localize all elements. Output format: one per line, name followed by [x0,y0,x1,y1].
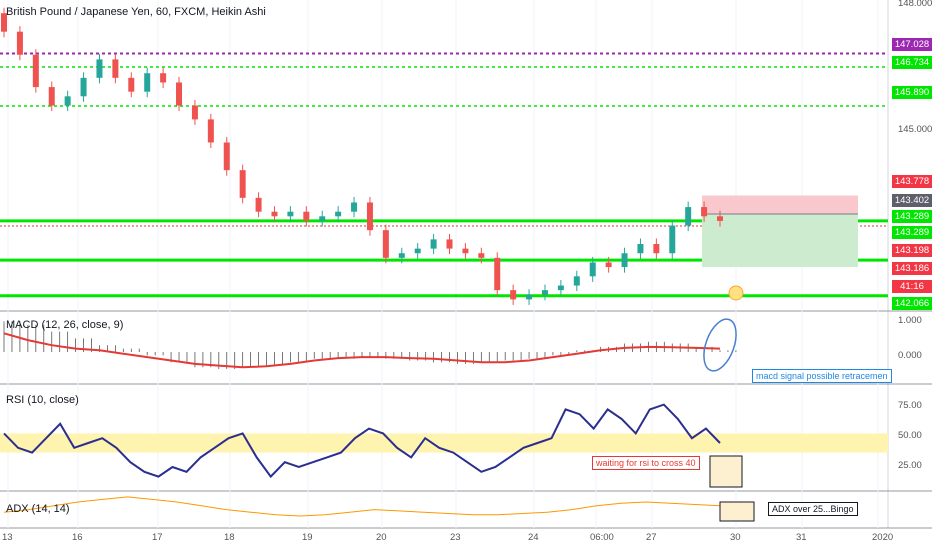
rsi-tick: 25.00 [898,460,922,471]
candle-body [446,239,453,249]
time-tick: 24 [528,532,539,543]
candle-body [176,82,183,106]
candle-body [685,207,692,226]
candle-body [335,211,342,217]
candle-body [382,230,389,258]
rsi-band [0,433,888,453]
time-tick: 16 [72,532,83,543]
candle-body [510,290,517,300]
adx-line [3,496,721,517]
candle-body [128,77,135,92]
price-label: 145.890 [892,86,932,99]
candle-body [366,202,373,231]
price-tick: 145.000 [898,124,932,135]
time-tick: 31 [796,532,807,543]
macd-annotation: macd signal possible retracemen [752,369,892,383]
rsi-label: RSI (10, close) [6,394,79,406]
candle-body [541,290,548,295]
price-label: 143.289 [892,226,932,239]
candle-body [589,262,596,277]
price-label: 142.066 [892,297,932,310]
candle-body [239,170,246,198]
candle-body [1,13,7,32]
price-label: 143.186 [892,262,932,275]
time-tick: 19 [302,532,313,543]
rsi-note-box [709,455,743,488]
candle-body [462,248,469,254]
price-label: 143.778 [892,175,932,188]
rsi-line [3,403,721,479]
adx-annotation: ADX over 25...Bingo [768,502,858,516]
time-tick: 18 [224,532,235,543]
time-tick: 20 [376,532,387,543]
candle-body [478,253,485,258]
event-flag-icon [728,285,744,301]
candle-body [494,257,501,291]
stop-loss-zone [702,195,858,214]
macd-tick: 1.000 [898,315,922,326]
time-tick: 30 [730,532,741,543]
time-tick: 17 [152,532,163,543]
price-label: 41:16 [892,280,932,293]
price-tick: 148.000 [898,0,932,9]
candle-body [144,73,151,92]
price-label: 143.402 [892,194,932,207]
candle-body [526,294,533,300]
candle-body [605,262,612,268]
rsi-annotation: waiting for rsi to cross 40 [592,456,700,470]
candle-body [16,31,23,55]
time-tick: 27 [646,532,657,543]
candle-body [573,276,580,286]
candle-body [255,197,262,212]
candle-body [701,207,708,217]
candle-body [621,253,628,268]
candle-body [64,96,71,106]
candle-body [637,244,644,254]
time-tick: 2020 [872,532,894,543]
candle-body [557,285,564,291]
candle-body [398,253,405,258]
adx-note-box [719,501,755,522]
candle-body [223,142,230,171]
rsi-tick: 50.00 [898,430,922,441]
candle-body [207,119,214,143]
candle-body [48,87,55,106]
price-label: 147.028 [892,38,932,51]
candle-body [414,248,421,254]
macd-tick: 0.000 [898,350,922,361]
macd-signal-line [3,332,721,369]
candle-body [160,73,167,83]
candle-body [191,105,198,120]
time-tick: 06:00 [590,532,614,543]
price-label: 143.289 [892,210,932,223]
take-profit-zone [702,214,858,268]
candle-body [351,202,358,212]
macd-label: MACD (12, 26, close, 9) [6,319,124,331]
candle-body [653,244,660,254]
chart-title: British Pound / Japanese Yen, 60, FXCM, … [6,6,266,18]
candle-body [112,59,119,78]
adx-label: ADX (14, 14) [6,503,70,515]
price-label: 146.734 [892,56,932,69]
highlight-ellipse [703,318,737,372]
candle-body [271,211,278,217]
candle-body [303,211,310,221]
candle-body [80,77,87,97]
price-label: 143.198 [892,244,932,257]
candle-body [717,216,723,221]
candle-body [430,239,437,249]
candle-body [32,54,39,88]
time-tick: 13 [2,532,13,543]
candle-body [319,216,326,221]
time-tick: 23 [450,532,461,543]
candle-body [96,59,103,78]
candle-body [669,225,676,254]
rsi-tick: 75.00 [898,400,922,411]
candle-body [287,211,294,217]
